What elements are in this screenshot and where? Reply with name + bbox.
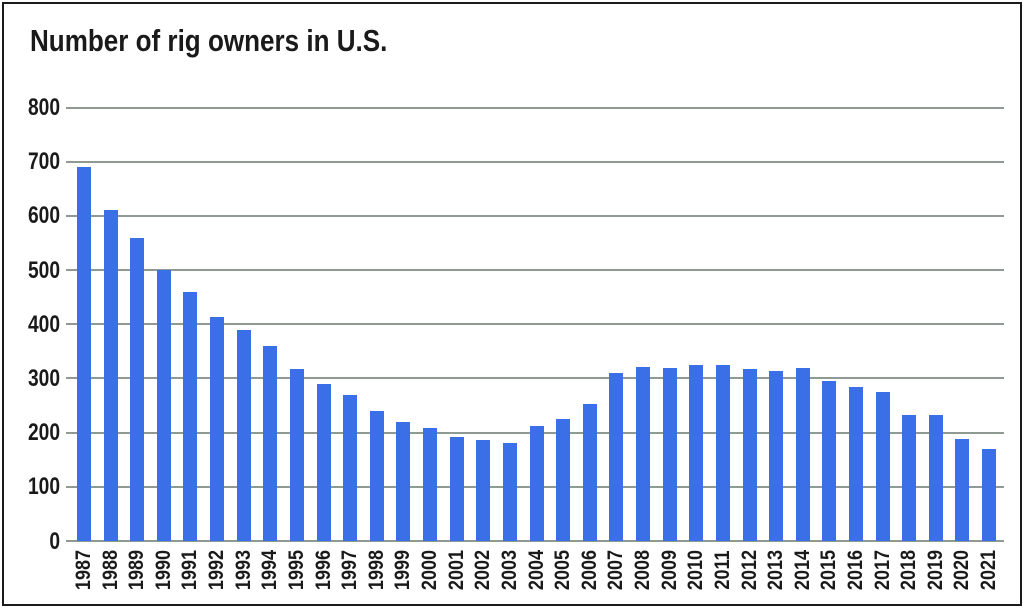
bar-1997 — [343, 394, 358, 541]
x-axis-label-1988: 1988 — [98, 549, 122, 591]
bar-1987 — [77, 167, 91, 541]
x-axis-label-2012: 2012 — [737, 549, 761, 591]
x-axis-label-2001: 2001 — [444, 549, 468, 591]
x-axis-label-2015: 2015 — [817, 549, 841, 591]
gridline-300 — [66, 377, 1004, 380]
x-axis-label-2021: 2021 — [977, 549, 1001, 591]
x-axis-label-2009: 2009 — [657, 549, 681, 591]
bar-2004 — [529, 425, 544, 541]
y-axis-label-600: 600 — [27, 202, 60, 230]
gridline-800 — [66, 106, 1004, 109]
x-axis-label-1989: 1989 — [125, 549, 149, 591]
y-axis-label-100: 100 — [27, 473, 60, 501]
y-axis-label-700: 700 — [27, 148, 60, 176]
x-axis-label-2008: 2008 — [631, 549, 655, 591]
bar-1988 — [103, 210, 118, 541]
bar-1990 — [156, 270, 171, 541]
gridline-500 — [66, 269, 1004, 272]
bar-1991 — [183, 291, 198, 541]
x-axis-label-2017: 2017 — [870, 549, 894, 591]
bar-2013 — [769, 370, 784, 541]
bar-1999 — [396, 421, 411, 541]
bar-2017 — [875, 391, 890, 541]
x-axis-label-2002: 2002 — [471, 549, 495, 591]
bar-2002 — [476, 440, 491, 541]
x-axis-label-2005: 2005 — [551, 549, 575, 591]
gridline-400 — [66, 323, 1004, 326]
bar-1989 — [130, 237, 145, 541]
gridline-600 — [66, 214, 1004, 217]
x-axis-label-2019: 2019 — [923, 549, 947, 591]
bar-2003 — [502, 443, 517, 541]
bar-2020 — [955, 439, 970, 541]
bar-2009 — [662, 367, 677, 541]
y-axis-label-800: 800 — [27, 94, 60, 121]
bar-2019 — [928, 415, 943, 541]
x-axis-label-1994: 1994 — [258, 549, 282, 591]
bar-1993 — [236, 329, 251, 541]
x-axis-label-2007: 2007 — [604, 549, 628, 591]
chart-title: Number of rig owners in U.S. — [30, 23, 388, 58]
bar-2011 — [715, 364, 730, 541]
bar-1992 — [210, 317, 225, 541]
bar-2010 — [689, 365, 704, 541]
x-axis-label-2004: 2004 — [524, 549, 548, 591]
bar-1998 — [369, 410, 384, 541]
x-axis-label-1993: 1993 — [231, 549, 255, 591]
plot-area: 0 100 200 300 400 500 600 700 800 1987 1988 1989 199… — [4, 4, 1020, 604]
bar-2018 — [902, 415, 917, 541]
y-axis-label-300: 300 — [27, 364, 60, 392]
bar-2014 — [795, 367, 810, 541]
bar-2007 — [609, 373, 624, 541]
bar-2006 — [582, 403, 597, 541]
y-axis-label-0: 0 — [49, 527, 60, 555]
bar-2021 — [982, 448, 997, 541]
y-axis-label-200: 200 — [27, 419, 60, 447]
bar-2016 — [848, 386, 863, 541]
x-axis-label-1996: 1996 — [311, 549, 335, 591]
x-axis-label-2020: 2020 — [950, 549, 974, 591]
x-axis-label-2010: 2010 — [684, 549, 708, 591]
x-axis-label-1998: 1998 — [364, 549, 388, 591]
bar-2000 — [423, 428, 438, 541]
x-axis-label-2000: 2000 — [418, 549, 442, 591]
x-axis-label-1990: 1990 — [151, 549, 175, 591]
x-axis-label-2014: 2014 — [790, 549, 814, 591]
x-axis-label-2016: 2016 — [843, 549, 867, 591]
x-axis-label-2003: 2003 — [497, 549, 521, 591]
x-axis-label-1999: 1999 — [391, 549, 415, 591]
gridline-700 — [66, 160, 1004, 163]
x-axis-label-2006: 2006 — [577, 549, 601, 591]
x-axis-label-2018: 2018 — [897, 549, 921, 591]
bar-2015 — [822, 380, 837, 541]
gridline-0 — [66, 540, 1004, 542]
x-axis-label-2013: 2013 — [764, 549, 788, 591]
x-axis-label-1987: 1987 — [72, 549, 95, 591]
bar-1996 — [316, 383, 331, 541]
y-axis-label-500: 500 — [27, 256, 60, 284]
x-axis-label-1991: 1991 — [178, 549, 202, 591]
y-axis-label-400: 400 — [27, 310, 60, 338]
bar-1995 — [289, 369, 304, 541]
bar-2001 — [449, 436, 464, 541]
bar-2005 — [556, 418, 571, 541]
x-axis-label-2011: 2011 — [710, 550, 734, 590]
x-axis-label-1997: 1997 — [338, 549, 362, 591]
bar-1994 — [263, 345, 278, 541]
x-axis-label-1992: 1992 — [205, 549, 229, 591]
bar-2012 — [742, 368, 757, 541]
x-axis-label-1995: 1995 — [284, 549, 308, 591]
bar-2008 — [636, 367, 651, 541]
